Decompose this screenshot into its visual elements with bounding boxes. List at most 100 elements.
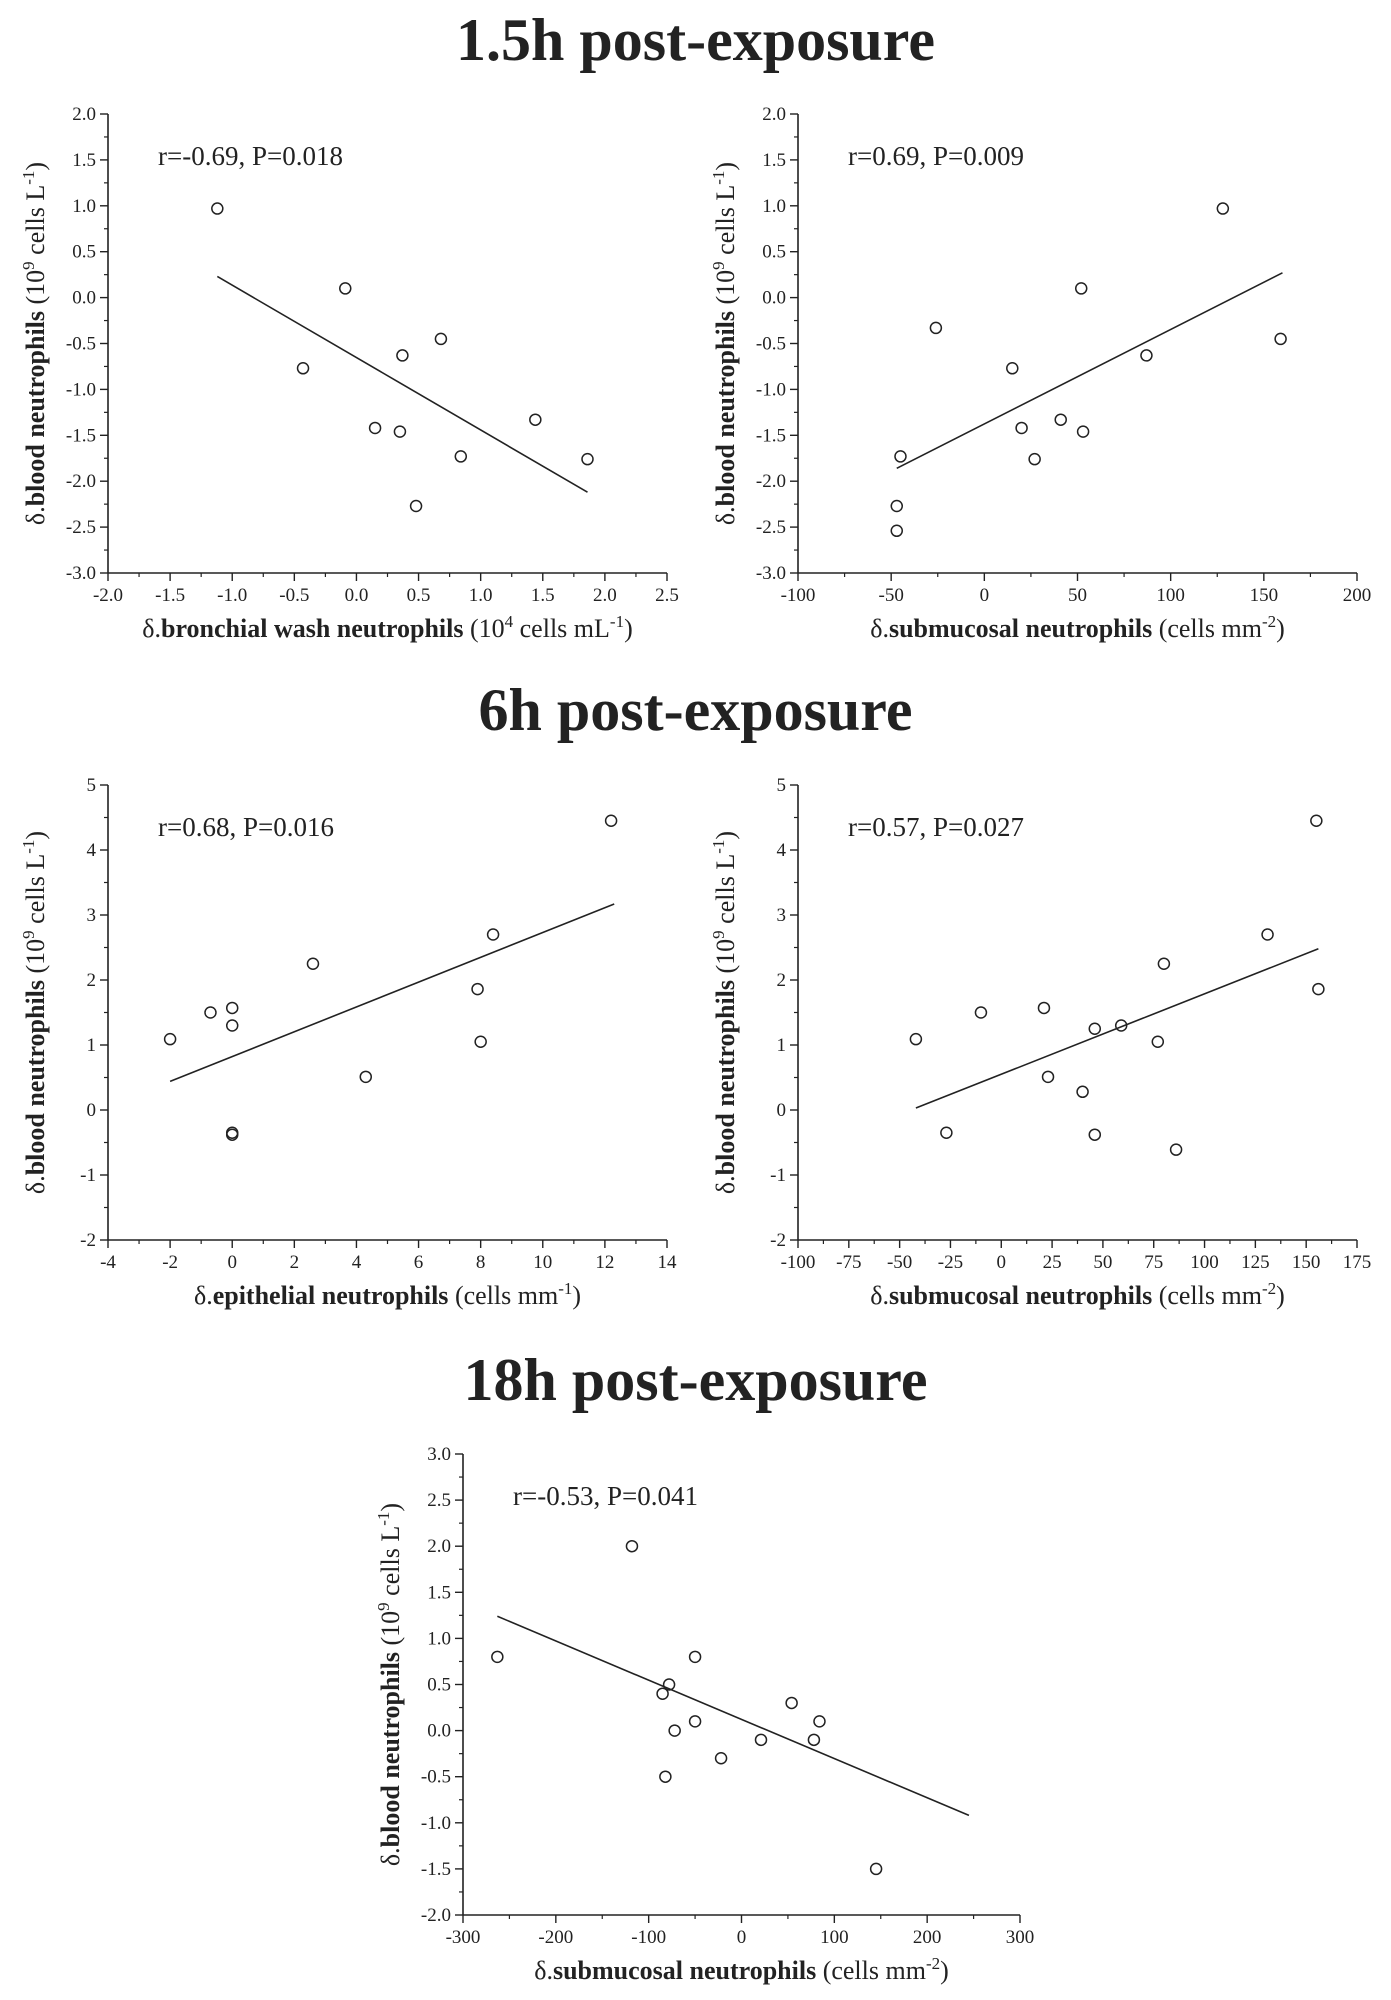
data-point bbox=[211, 202, 224, 215]
y-tick-label: -1.5 bbox=[756, 425, 786, 446]
x-tick-label: 100 bbox=[1190, 1252, 1219, 1273]
y-tick-label: 0.0 bbox=[427, 1721, 451, 1742]
chart-1: -2.0 -1.5 -1.0 -0.5 0.0 0.5 1.0 1.5 2.0 2.5 2.0 1.5… bbox=[19, 104, 679, 643]
data-point bbox=[785, 1696, 798, 1710]
y-tick-label: -2 bbox=[770, 1230, 786, 1251]
y-axis-title: δ.blood neutrophils (109 cells L-1) bbox=[709, 831, 740, 1194]
axis-label-units: (10 bbox=[21, 270, 50, 311]
x-tick-label: -100 bbox=[781, 585, 816, 606]
regression-line bbox=[497, 1615, 970, 1817]
axis-label-close: ) bbox=[376, 1503, 405, 1512]
axis-label-units-cont: cells L bbox=[711, 185, 740, 262]
x-tick-label: 175 bbox=[1343, 1252, 1372, 1273]
y-tick-label: -2.5 bbox=[756, 517, 786, 538]
data-point bbox=[409, 499, 423, 513]
y-axis-title: δ.blood neutrophils (109 cells L-1) bbox=[19, 831, 50, 1194]
axis-label-close: ) bbox=[624, 614, 633, 643]
data-point bbox=[296, 362, 310, 375]
regression-line bbox=[896, 272, 1283, 470]
data-point bbox=[339, 282, 352, 295]
y-tick-label: -1.0 bbox=[756, 379, 786, 400]
axis-label-exponent-2: -1 bbox=[374, 1512, 393, 1526]
x-tick-label: -100 bbox=[781, 1252, 816, 1273]
data-point bbox=[471, 982, 484, 996]
y-tick-label: 2 bbox=[87, 970, 97, 991]
axis-label-quantity: blood neutrophils bbox=[711, 980, 740, 1175]
data-point bbox=[869, 1862, 883, 1876]
x-tick-label: 2 bbox=[290, 1252, 300, 1273]
axis-label-prefix: δ. bbox=[534, 1956, 553, 1985]
y-tick-label: -2.0 bbox=[66, 471, 96, 492]
data-point bbox=[1076, 1085, 1089, 1099]
axis-label-prefix: δ. bbox=[711, 1175, 740, 1194]
data-point bbox=[1312, 982, 1325, 996]
data-point bbox=[1151, 1035, 1165, 1048]
x-tick-label: 75 bbox=[1144, 1252, 1163, 1273]
data-point bbox=[688, 1650, 702, 1664]
axis-label-exponent: -2 bbox=[1262, 612, 1276, 631]
y-tick-label: -2.5 bbox=[66, 517, 96, 538]
data-point bbox=[688, 1715, 702, 1728]
data-point bbox=[581, 452, 594, 466]
x-tick-label: -100 bbox=[631, 1927, 666, 1948]
y-tick-label: -0.5 bbox=[421, 1767, 451, 1788]
data-point bbox=[890, 524, 904, 538]
data-point bbox=[656, 1687, 669, 1700]
chart-5: -300 -200 -100 0 100 200 300 3.0 2.5 2.0 1.5 1.0 0.5… bbox=[374, 1444, 1034, 1985]
y-tick-label: 1 bbox=[87, 1035, 97, 1056]
axis-label-exponent-2: -1 bbox=[610, 612, 624, 631]
data-point bbox=[940, 1126, 953, 1139]
axis-label-exponent-2: -1 bbox=[19, 171, 38, 185]
axis-label-quantity: submucosal neutrophils bbox=[889, 614, 1152, 643]
data-point bbox=[454, 450, 468, 463]
data-point bbox=[909, 1032, 923, 1046]
axis-label-units-cont: cells mL bbox=[513, 614, 610, 643]
data-point bbox=[1028, 452, 1041, 466]
x-tick-label: 50 bbox=[1093, 1252, 1112, 1273]
axis-label-units: (10 bbox=[21, 939, 50, 980]
section-title-1-5h: 1.5h post-exposure bbox=[456, 7, 935, 73]
y-tick-label: -2 bbox=[80, 1230, 96, 1251]
data-point bbox=[1088, 1022, 1102, 1035]
y-tick-label: -2.0 bbox=[421, 1905, 451, 1926]
data-point bbox=[754, 1733, 768, 1747]
data-point bbox=[368, 421, 382, 435]
correlation-annotation: r=0.68, P=0.016 bbox=[158, 812, 334, 842]
x-tick-label: 4 bbox=[352, 1252, 362, 1273]
axis-label-prefix: δ. bbox=[376, 1847, 405, 1866]
y-tick-label: -1.5 bbox=[421, 1859, 451, 1880]
chart-2: -100 -50 0 50 100 150 200 2.0 1.5 1.0 0.5 0.0 -0.5 -1… bbox=[709, 104, 1371, 643]
x-tick-label: -2.0 bbox=[93, 585, 123, 606]
data-point bbox=[668, 1724, 681, 1737]
y-axis-title: δ.blood neutrophils (109 cells L-1) bbox=[19, 162, 50, 525]
data-point bbox=[714, 1752, 728, 1765]
x-axis-title: δ.submucosal neutrophils (cells mm-2) bbox=[870, 612, 1285, 643]
data-point bbox=[974, 1006, 988, 1019]
data-point bbox=[1274, 332, 1287, 346]
axis-label-units-cont: cells L bbox=[711, 854, 740, 931]
y-tick-label: -1.0 bbox=[421, 1813, 451, 1834]
x-tick-label: 2.5 bbox=[655, 585, 679, 606]
y-tick-label: 2 bbox=[777, 970, 787, 991]
x-tick-label: -4 bbox=[100, 1252, 116, 1273]
data-point bbox=[1114, 1019, 1128, 1032]
x-tick-label: 200 bbox=[1343, 585, 1372, 606]
y-tick-label: -1 bbox=[80, 1165, 96, 1186]
axis-label-prefix: δ. bbox=[21, 1175, 50, 1194]
y-tick-label: 1 bbox=[777, 1035, 787, 1056]
x-tick-label: -1.0 bbox=[217, 585, 247, 606]
x-tick-label: 150 bbox=[1250, 585, 1279, 606]
data-point bbox=[813, 1715, 826, 1728]
axis-label-quantity: blood neutrophils bbox=[21, 980, 50, 1175]
data-point bbox=[1157, 957, 1171, 970]
x-tick-label: 50 bbox=[1068, 585, 1087, 606]
data-point bbox=[929, 321, 943, 335]
axis-label-close: ) bbox=[711, 162, 740, 171]
data-point bbox=[1037, 1001, 1051, 1015]
chart-4: -100 -75 -50 -25 0 25 50 75 100 125 150 175 5 4 3 2 1 0 -1… bbox=[709, 775, 1371, 1310]
x-tick-label: 6 bbox=[414, 1252, 424, 1273]
y-tick-label: 3.0 bbox=[427, 1444, 451, 1465]
y-axis-title: δ.blood neutrophils (109 cells L-1) bbox=[709, 162, 740, 525]
axis-label-units: (10 bbox=[711, 939, 740, 980]
